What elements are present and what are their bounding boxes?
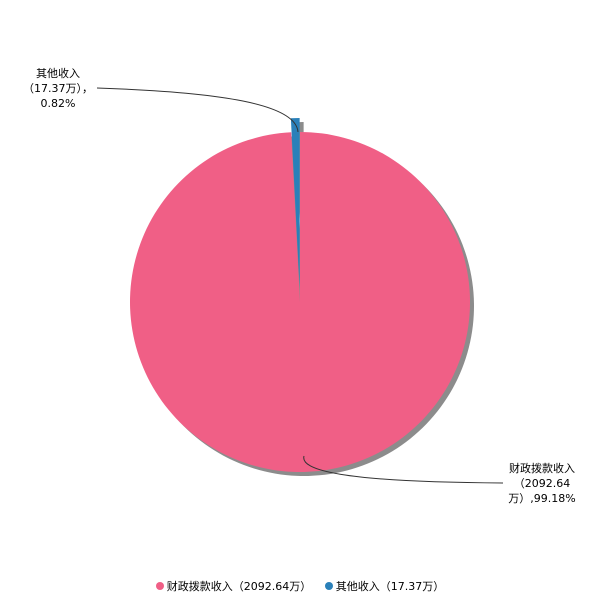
label-line: （17.37万），	[23, 82, 93, 95]
label-line: 0.82%	[40, 97, 76, 110]
legend-item-other[interactable]: 其他收入（17.37万）	[324, 578, 445, 594]
pie-slice	[130, 132, 471, 473]
legend: 财政拨款收入（2092.64万） 其他收入（17.37万）	[0, 578, 600, 594]
leader-line	[303, 455, 504, 484]
leader-line	[96, 87, 299, 133]
label-fiscal-income: 财政拨款收入 （2092.64 万）,99.18%	[500, 461, 584, 506]
legend-dot	[324, 582, 333, 590]
label-line: 财政拨款收入	[509, 462, 575, 475]
label-line: 其他收入	[36, 67, 80, 80]
label-line: 万）,99.18%	[508, 492, 576, 505]
legend-label: 其他收入（17.37万）	[335, 580, 445, 593]
label-line: （2092.64	[513, 477, 571, 490]
legend-dot	[155, 582, 164, 590]
pie-slice	[290, 118, 300, 289]
label-other-income: 其他收入 （17.37万）， 0.82%	[18, 66, 98, 111]
legend-label: 财政拨款收入（2092.64万）	[166, 580, 312, 593]
legend-item-fiscal[interactable]: 财政拨款收入（2092.64万）	[155, 578, 312, 594]
